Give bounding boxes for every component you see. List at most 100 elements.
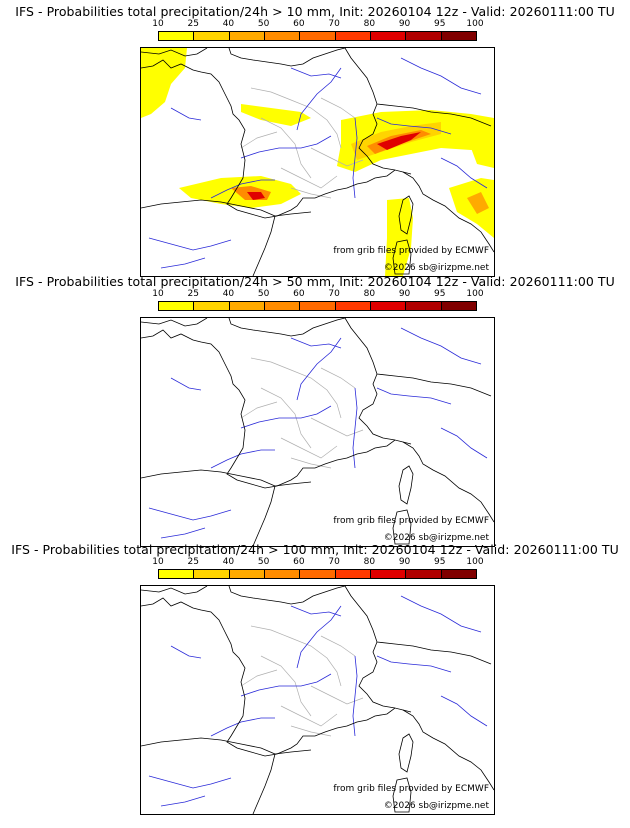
river-line: [290, 67, 342, 79]
coast-line: [228, 48, 346, 67]
river-line: [400, 595, 482, 633]
colorscale-tick-label: 100: [466, 557, 484, 567]
river-line: [296, 67, 342, 131]
precip-area: [141, 48, 187, 118]
river-line: [376, 117, 452, 135]
river-line: [148, 775, 232, 789]
colorscale-bar: [158, 569, 477, 579]
colorscale-segment: [406, 32, 442, 40]
colorscale-segment: [335, 302, 371, 310]
river-line: [160, 527, 206, 539]
colorscale-segment: [441, 302, 476, 310]
colorscale-segment: [264, 570, 301, 578]
colorscale-segment: [300, 570, 336, 578]
colorscale-segment: [300, 302, 336, 310]
region-line: [280, 167, 338, 189]
rivers: [148, 57, 488, 269]
coast-line: [141, 469, 276, 546]
colorscale-bar: [158, 31, 477, 41]
colorscale-tick-label: 80: [363, 289, 376, 299]
region-line: [320, 97, 356, 119]
river-line: [210, 449, 275, 469]
copyright-credit: ©2026 sb@irizpme.net: [383, 263, 489, 273]
colorscale-labels: 10 25 40 50 60 70 80 90 95 100: [140, 557, 500, 568]
precip-area: [241, 104, 311, 126]
coast-line: [141, 737, 276, 814]
river-line: [352, 117, 358, 199]
colorscale-tick-label: 60: [293, 557, 305, 567]
colorscale-segment: [229, 302, 265, 310]
map-panel-50mm: IFS - Probabilities total precipitation/…: [0, 270, 630, 547]
coast-line: [141, 586, 208, 595]
colorscale-tick-label: 95: [434, 19, 446, 29]
region-line: [320, 635, 356, 657]
region-boundaries: [240, 625, 364, 737]
river-line: [400, 327, 482, 365]
river-line: [148, 237, 232, 251]
colorscale-segment: [370, 32, 407, 40]
river-line: [170, 107, 202, 121]
river-line: [240, 673, 332, 697]
region-line: [240, 131, 278, 149]
map-panel-100mm: IFS - Probabilities total precipitation/…: [0, 538, 630, 815]
colorscale-tick-label: 80: [363, 557, 376, 567]
region-line: [250, 87, 342, 149]
colorscale-segment: [406, 570, 442, 578]
coastlines-borders: [141, 586, 494, 814]
colorscale-bar: [158, 301, 477, 311]
colorscale-tick-label: 50: [257, 557, 270, 567]
region-line: [260, 117, 312, 179]
source-credit: from grib files provided by ECMWF: [333, 516, 489, 526]
colorscale-tick-label: 50: [257, 289, 270, 299]
coast-line: [274, 48, 492, 217]
river-line: [440, 157, 488, 189]
colorscale-tick-label: 70: [328, 19, 340, 29]
precip-area: [449, 178, 494, 238]
river-line: [376, 655, 452, 673]
coastlines-borders: [141, 48, 494, 276]
river-line: [440, 695, 488, 727]
region-line: [240, 401, 278, 419]
precip-area: [471, 142, 494, 168]
colorscale-segment: [264, 32, 301, 40]
precip-probability-layer: [141, 48, 494, 276]
sardinia-outline: [392, 239, 412, 275]
river-line: [170, 377, 202, 391]
region-line: [280, 705, 338, 727]
river-line: [296, 337, 342, 401]
forecast-map: from grib files provided by ECMWF ©2026 s…: [140, 585, 495, 815]
colorscale-tick-label: 25: [187, 289, 199, 299]
copyright-credit: ©2026 sb@irizpme.net: [383, 533, 489, 543]
coast-line: [141, 59, 412, 219]
river-line: [400, 57, 482, 95]
source-credit: from grib files provided by ECMWF: [333, 784, 489, 794]
coast-line: [402, 171, 494, 253]
colorscale-segment: [194, 32, 230, 40]
coast-line: [274, 318, 492, 487]
forecast-map: from grib files provided by ECMWF ©2026 s…: [140, 47, 495, 277]
river-line: [210, 717, 275, 737]
colorscale-labels: 10 25 40 50 60 70 80 90 95 100: [140, 19, 500, 30]
region-line: [320, 367, 356, 389]
region-line: [260, 655, 312, 717]
colorscale-segment: [159, 32, 195, 40]
colorscale-segment: [194, 570, 230, 578]
colorscale-tick-label: 90: [398, 19, 411, 29]
corsica-outline: [398, 465, 414, 505]
colorscale-segment: [264, 302, 301, 310]
river-line: [240, 135, 332, 159]
colorscale-tick-label: 100: [466, 289, 484, 299]
river-line: [160, 257, 206, 269]
sardinia-outline: [392, 777, 412, 813]
source-credit: from grib files provided by ECMWF: [333, 246, 489, 256]
colorscale-tick-label: 70: [328, 557, 340, 567]
region-line: [290, 457, 332, 469]
coast-line: [228, 586, 346, 605]
colorscale-tick-label: 40: [222, 557, 235, 567]
region-line: [250, 625, 342, 687]
river-line: [240, 405, 332, 429]
colorscale-segment: [229, 570, 265, 578]
map-drawing: [141, 586, 494, 814]
river-line: [148, 507, 232, 521]
coast-line: [141, 199, 276, 276]
